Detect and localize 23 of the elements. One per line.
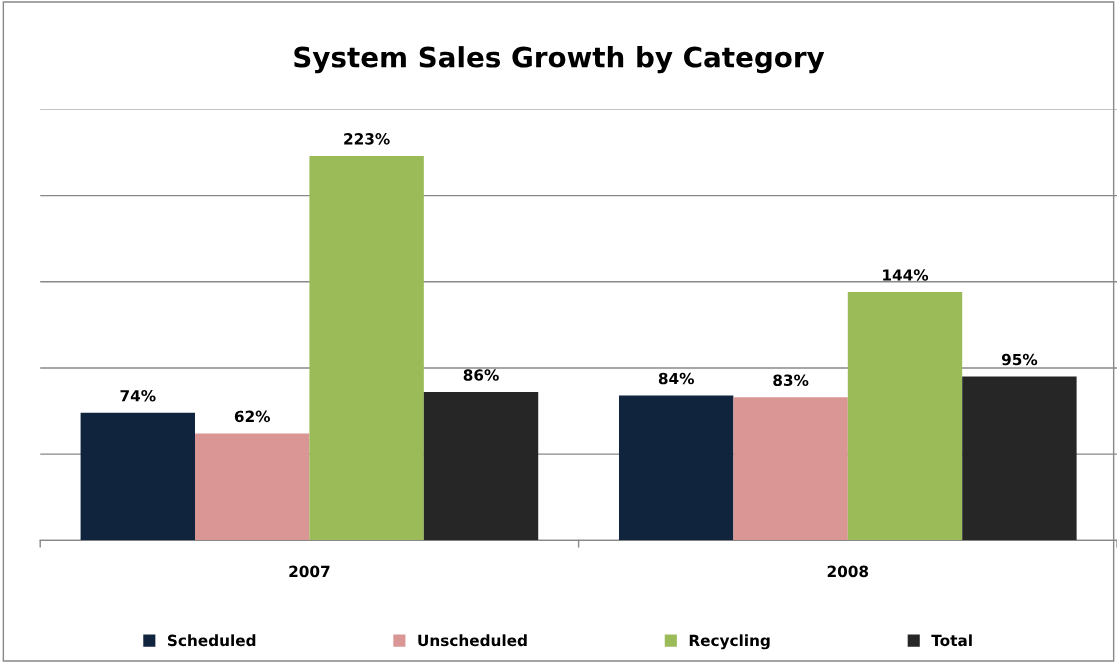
data-label: 83% [773,374,809,386]
data-label: 95% [1001,353,1038,366]
bar [618,395,734,541]
bar [423,392,539,541]
data-label: 223% [344,133,390,145]
chart-title: System Sales Growth by Category [294,46,825,74]
legend-label: Scheduled [167,634,256,647]
data-label: 62% [234,410,270,423]
data-label: 74% [120,389,156,402]
bar [962,376,1077,541]
legend-label: Total [931,634,972,647]
bar [847,292,963,541]
bar [195,433,310,541]
x-tick-label: 2008 [827,565,869,578]
bar [80,412,195,541]
data-label: 84% [658,372,694,385]
data-label: 86% [463,369,499,381]
x-tick-label: 2007 [289,565,330,578]
bar [733,397,848,541]
bar [309,155,424,541]
legend-label: Recycling [689,634,770,650]
legend-label: Unscheduled [418,634,527,647]
data-label: 144% [883,269,929,281]
